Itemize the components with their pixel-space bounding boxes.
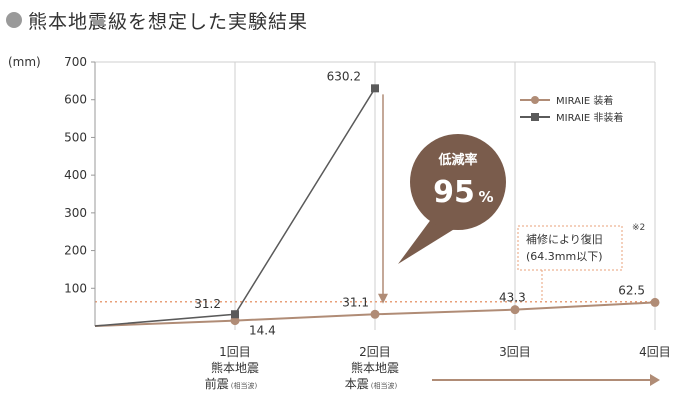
data-label: 43.3 bbox=[499, 291, 526, 305]
note-footnote-mark: ※2 bbox=[632, 223, 645, 233]
y-tick-label: 700 bbox=[64, 55, 87, 69]
legend-label: MIRAIE 装着 bbox=[556, 94, 613, 107]
x-tick-label: 1回目 bbox=[219, 345, 251, 359]
label-layer: 31.2 14.4 630.2 31.1 43.3 62.5 bbox=[194, 69, 645, 337]
data-point bbox=[510, 305, 520, 315]
data-point bbox=[371, 84, 379, 93]
y-unit-label: (mm) bbox=[8, 55, 41, 69]
x-tick-sublabel: 熊本地震 bbox=[351, 360, 399, 375]
y-tick-label: 300 bbox=[64, 206, 87, 220]
note-box: 補修により復旧 (64.3mm以下) ※2 bbox=[517, 223, 645, 302]
y-tick-label: 100 bbox=[64, 281, 87, 295]
data-label: 62.5 bbox=[618, 283, 645, 297]
chart-title-row: 熊本地震級を想定した実験結果 bbox=[6, 6, 308, 34]
callout-tail bbox=[398, 218, 456, 264]
progress-arrow-icon bbox=[650, 374, 660, 386]
bullet-dot-icon bbox=[6, 12, 22, 28]
y-tick-label: 500 bbox=[64, 130, 87, 144]
x-tick-sublabel: 熊本地震 bbox=[211, 360, 259, 375]
note-box-border bbox=[517, 225, 623, 271]
data-label: 630.2 bbox=[327, 69, 361, 83]
callout-value: 95 bbox=[433, 175, 475, 210]
data-point bbox=[231, 310, 239, 319]
callout-unit: % bbox=[478, 188, 493, 206]
y-tick-label: 400 bbox=[64, 168, 87, 182]
x-tick-label: 3回目 bbox=[499, 345, 531, 359]
callout-circle bbox=[410, 134, 506, 230]
reduction-arrow-icon bbox=[378, 293, 388, 304]
x-tick-label: 2回目 bbox=[359, 345, 391, 359]
legend-label: MIRAIE 非装着 bbox=[556, 111, 623, 124]
data-label: 31.1 bbox=[342, 295, 369, 309]
data-label: 14.4 bbox=[249, 324, 276, 338]
y-tick-label: 200 bbox=[64, 244, 87, 258]
callout-label: 低減率 bbox=[437, 152, 477, 168]
callout: 低減率 95% bbox=[398, 134, 506, 264]
data-point bbox=[650, 297, 660, 307]
x-tick-subsublabel: 前震 (相当波) bbox=[205, 376, 258, 391]
x-tick-subsublabel: 本震 (相当波) bbox=[345, 377, 398, 391]
legend: MIRAIE 装着 MIRAIE 非装着 bbox=[520, 94, 623, 124]
series-layer bbox=[94, 84, 660, 327]
chart-title: 熊本地震級を想定した実験結果 bbox=[28, 10, 309, 33]
note-line1: 補修により復旧 bbox=[526, 232, 603, 246]
data-point bbox=[230, 316, 240, 326]
note-line2: (64.3mm以下) bbox=[526, 250, 603, 263]
y-tick-label: 600 bbox=[64, 93, 87, 107]
data-label: 31.2 bbox=[194, 297, 221, 311]
grid-layer bbox=[95, 62, 656, 330]
legend-marker bbox=[531, 113, 539, 121]
legend-marker bbox=[531, 96, 539, 104]
data-point bbox=[370, 309, 380, 319]
x-tick-label: 4回目 bbox=[639, 345, 671, 359]
